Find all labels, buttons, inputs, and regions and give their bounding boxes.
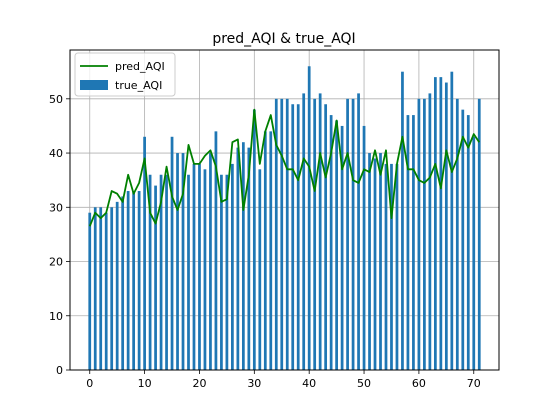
bar-true-aqi (423, 98, 426, 370)
bar-true-aqi (236, 147, 240, 370)
bar-true-aqi (351, 98, 355, 370)
line-pred-aqi (88, 108, 480, 227)
bar-true-aqi (390, 163, 393, 370)
bar-true-aqi (384, 163, 388, 370)
bar-true-aqi (329, 115, 333, 370)
bar-true-aqi (104, 212, 108, 370)
bar-true-aqi (433, 77, 437, 370)
bar-true-aqi (466, 115, 470, 370)
bar-true-aqi (143, 136, 146, 370)
y-tick-label: 10 (49, 310, 63, 323)
bar-true-aqi (444, 82, 448, 371)
bar-true-aqi (126, 191, 130, 370)
bar-true-aqi (450, 71, 454, 370)
bar-true-aqi (209, 153, 212, 370)
bar-true-aqi (313, 98, 317, 370)
x-tick-label: 10 (138, 377, 152, 390)
x-tick-label: 70 (467, 377, 481, 390)
bar-true-aqi (395, 163, 399, 370)
bar-true-aqi (472, 136, 476, 370)
bar-true-aqi (428, 93, 432, 370)
bar-true-aqi (417, 98, 421, 370)
bar-true-aqi (302, 93, 306, 370)
bar-true-aqi (307, 66, 311, 371)
bar-true-aqi (258, 169, 262, 370)
y-tick-label: 20 (49, 256, 63, 269)
bar-true-aqi (291, 104, 295, 370)
legend-label-pred: pred_AQI (115, 60, 165, 73)
bar-true-aqi (192, 163, 196, 370)
x-tick-label: 20 (192, 377, 206, 390)
bar-true-aqi (252, 109, 256, 371)
bar-true-aqi (137, 191, 141, 370)
bar-true-aqi (285, 98, 289, 370)
axes-frame (69, 49, 500, 371)
x-tick-label: 40 (302, 377, 316, 390)
y-tick-label: 0 (56, 364, 63, 377)
bar-true-aqi (176, 153, 179, 370)
x-tick-label: 30 (247, 377, 261, 390)
bar-true-aqi (401, 71, 404, 370)
bar-true-aqi (263, 131, 267, 370)
axis-ticks: 0 10 20 30 40 50 60 70 0 10 20 30 40 50 (49, 93, 481, 390)
legend-label-true: true_AQI (115, 79, 162, 92)
bar-true-aqi (99, 207, 103, 370)
bar-true-aqi (154, 185, 157, 370)
bar-true-aqi (203, 169, 207, 370)
bar-true-aqi (241, 142, 245, 370)
bar-true-aqi (269, 131, 273, 370)
bar-true-aqi (187, 174, 190, 370)
bar-true-aqi (477, 98, 481, 370)
bar-true-aqi (412, 115, 415, 370)
chart-title: pred_AQI & true_AQI (212, 31, 355, 47)
y-tick-label: 30 (49, 201, 63, 214)
bar-true-aqi (318, 93, 322, 370)
bar-true-aqi (357, 93, 360, 370)
bar-true-aqi (225, 174, 229, 370)
bar-true-aqi (159, 174, 163, 370)
x-tick-label: 60 (412, 377, 426, 390)
bar-true-aqi (335, 120, 338, 370)
bar-true-aqi (132, 191, 136, 370)
legend-swatch-bar (80, 80, 108, 90)
bar-true-aqi (181, 153, 185, 370)
y-tick-label: 40 (49, 147, 63, 160)
y-tick-label: 50 (49, 93, 63, 106)
bar-true-aqi (455, 98, 459, 370)
bar-true-aqi (247, 147, 251, 370)
bar-true-aqi (198, 163, 201, 370)
bar-true-aqi (296, 104, 300, 370)
bar-true-aqi (121, 196, 125, 370)
bar-true-aqi (170, 136, 174, 370)
bar-true-aqi (406, 115, 410, 370)
bar-true-aqi (324, 104, 328, 370)
bar-true-aqi (379, 153, 382, 370)
x-tick-label: 0 (86, 377, 93, 390)
bar-true-aqi (214, 131, 218, 370)
bar-true-aqi (93, 207, 97, 370)
bar-true-aqi (439, 77, 443, 370)
bar-true-aqi (346, 98, 349, 370)
bar-true-aqi (88, 212, 92, 370)
bar-true-aqi (274, 98, 278, 370)
bar-true-aqi (148, 174, 152, 370)
bar-true-aqi (165, 174, 168, 370)
bar-true-aqi (115, 201, 119, 370)
bar-true-aqi (362, 125, 366, 370)
bar-true-aqi (110, 207, 114, 370)
bar-true-aqi (373, 158, 377, 370)
bar-series (88, 66, 481, 371)
bar-true-aqi (231, 163, 234, 370)
line-series (88, 108, 480, 227)
legend: pred_AQI true_AQI (74, 52, 176, 97)
bar-true-aqi (220, 174, 223, 370)
bar-true-aqi (340, 125, 344, 370)
x-tick-label: 50 (357, 377, 371, 390)
bar-true-aqi (461, 109, 465, 371)
bar-true-aqi (368, 153, 371, 370)
bar-true-aqi (280, 98, 284, 370)
